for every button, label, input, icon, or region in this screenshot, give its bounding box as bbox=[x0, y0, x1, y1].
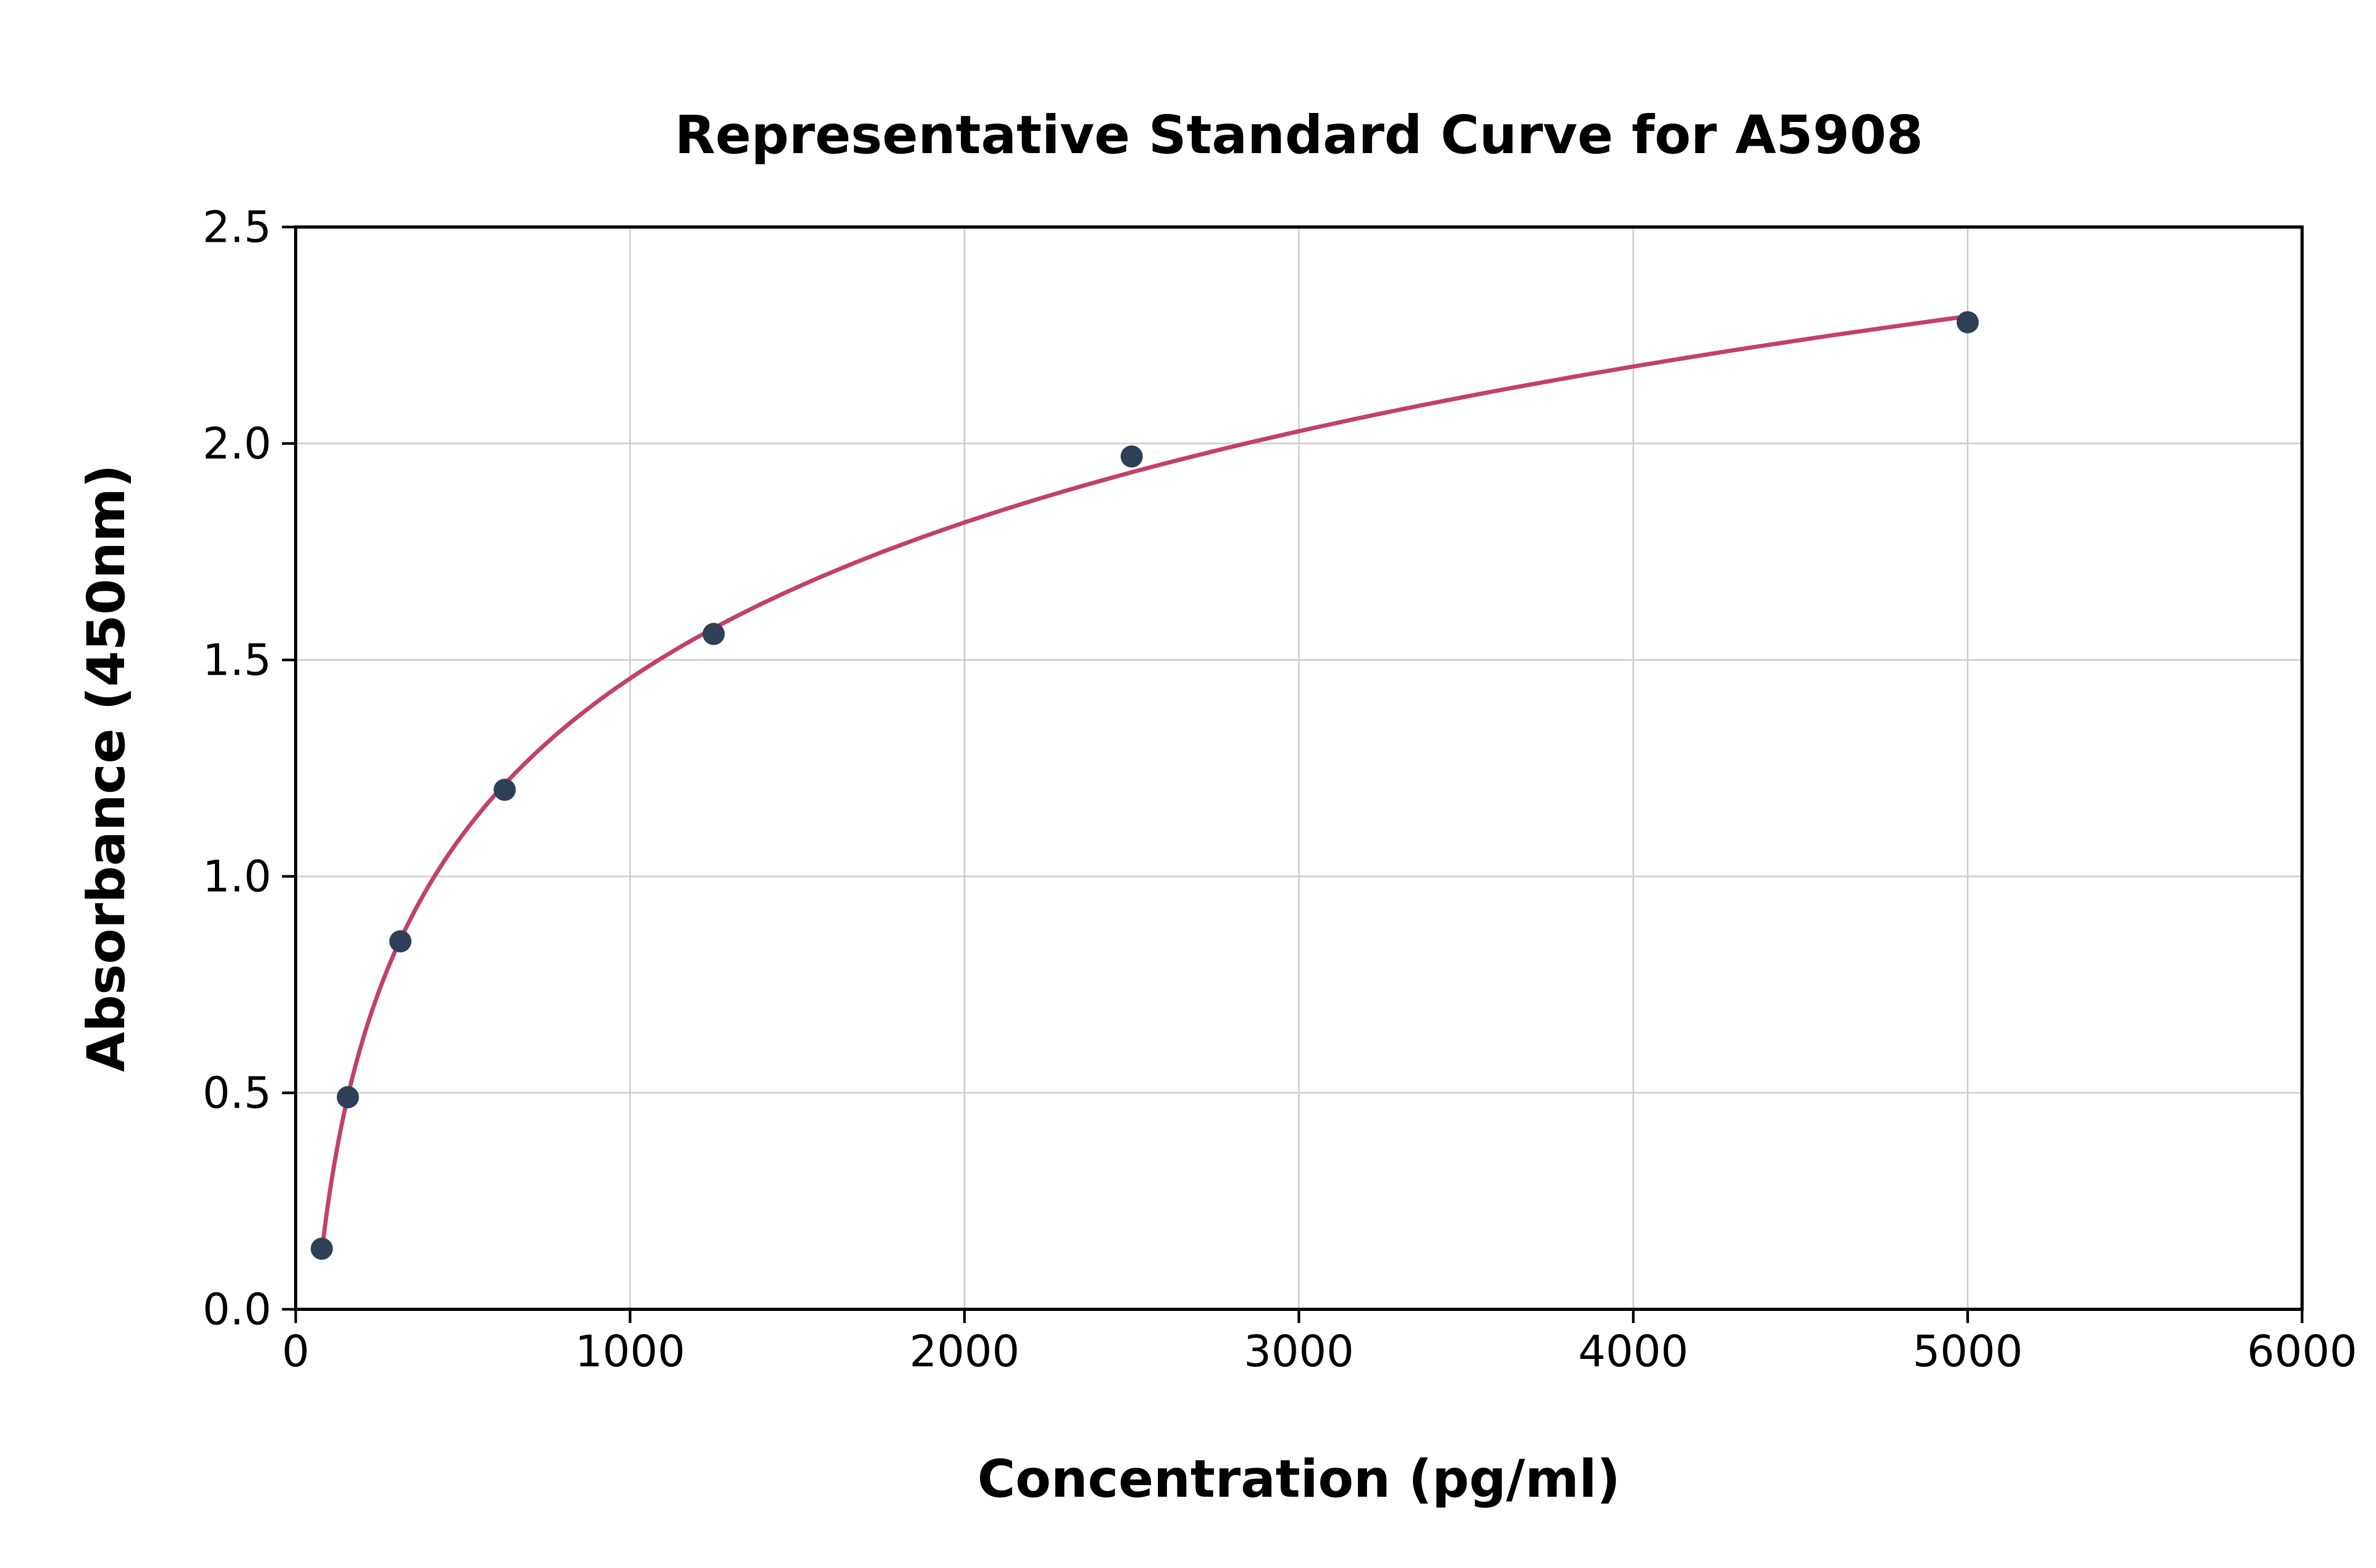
data-point bbox=[1120, 445, 1143, 468]
y-tick-label: 0.5 bbox=[203, 1069, 271, 1119]
x-tick-label: 6000 bbox=[2247, 1327, 2358, 1377]
x-tick-label: 2000 bbox=[909, 1327, 1020, 1377]
y-tick-label: 2.0 bbox=[203, 419, 271, 469]
x-tick-label: 0 bbox=[282, 1327, 309, 1377]
x-tick-label: 4000 bbox=[1578, 1327, 1689, 1377]
y-tick-label: 1.5 bbox=[203, 636, 271, 686]
data-point bbox=[389, 930, 412, 952]
x-tick-label: 1000 bbox=[575, 1327, 685, 1377]
x-axis-label: Concentration (pg/ml) bbox=[977, 1449, 1620, 1509]
data-point bbox=[493, 779, 516, 801]
y-axis-label: Absorbance (450nm) bbox=[77, 465, 137, 1072]
y-tick-label: 0.0 bbox=[203, 1285, 271, 1335]
data-point bbox=[702, 622, 725, 645]
y-tick-label: 2.5 bbox=[203, 203, 271, 253]
chart-title: Representative Standard Curve for A5908 bbox=[675, 104, 1923, 166]
data-point bbox=[310, 1238, 333, 1260]
data-point bbox=[336, 1086, 359, 1109]
fit-curve bbox=[319, 314, 1970, 1255]
plot-area: 0 1000 2000 3000 4000 5000 6000 0.0 0.5 1.0 1.5 2.0… bbox=[203, 203, 2358, 1377]
x-tick-label: 3000 bbox=[1244, 1327, 1354, 1377]
data-point bbox=[1956, 311, 1979, 334]
y-tick-label: 1.0 bbox=[203, 852, 271, 902]
x-tick-label: 5000 bbox=[1912, 1327, 2023, 1377]
